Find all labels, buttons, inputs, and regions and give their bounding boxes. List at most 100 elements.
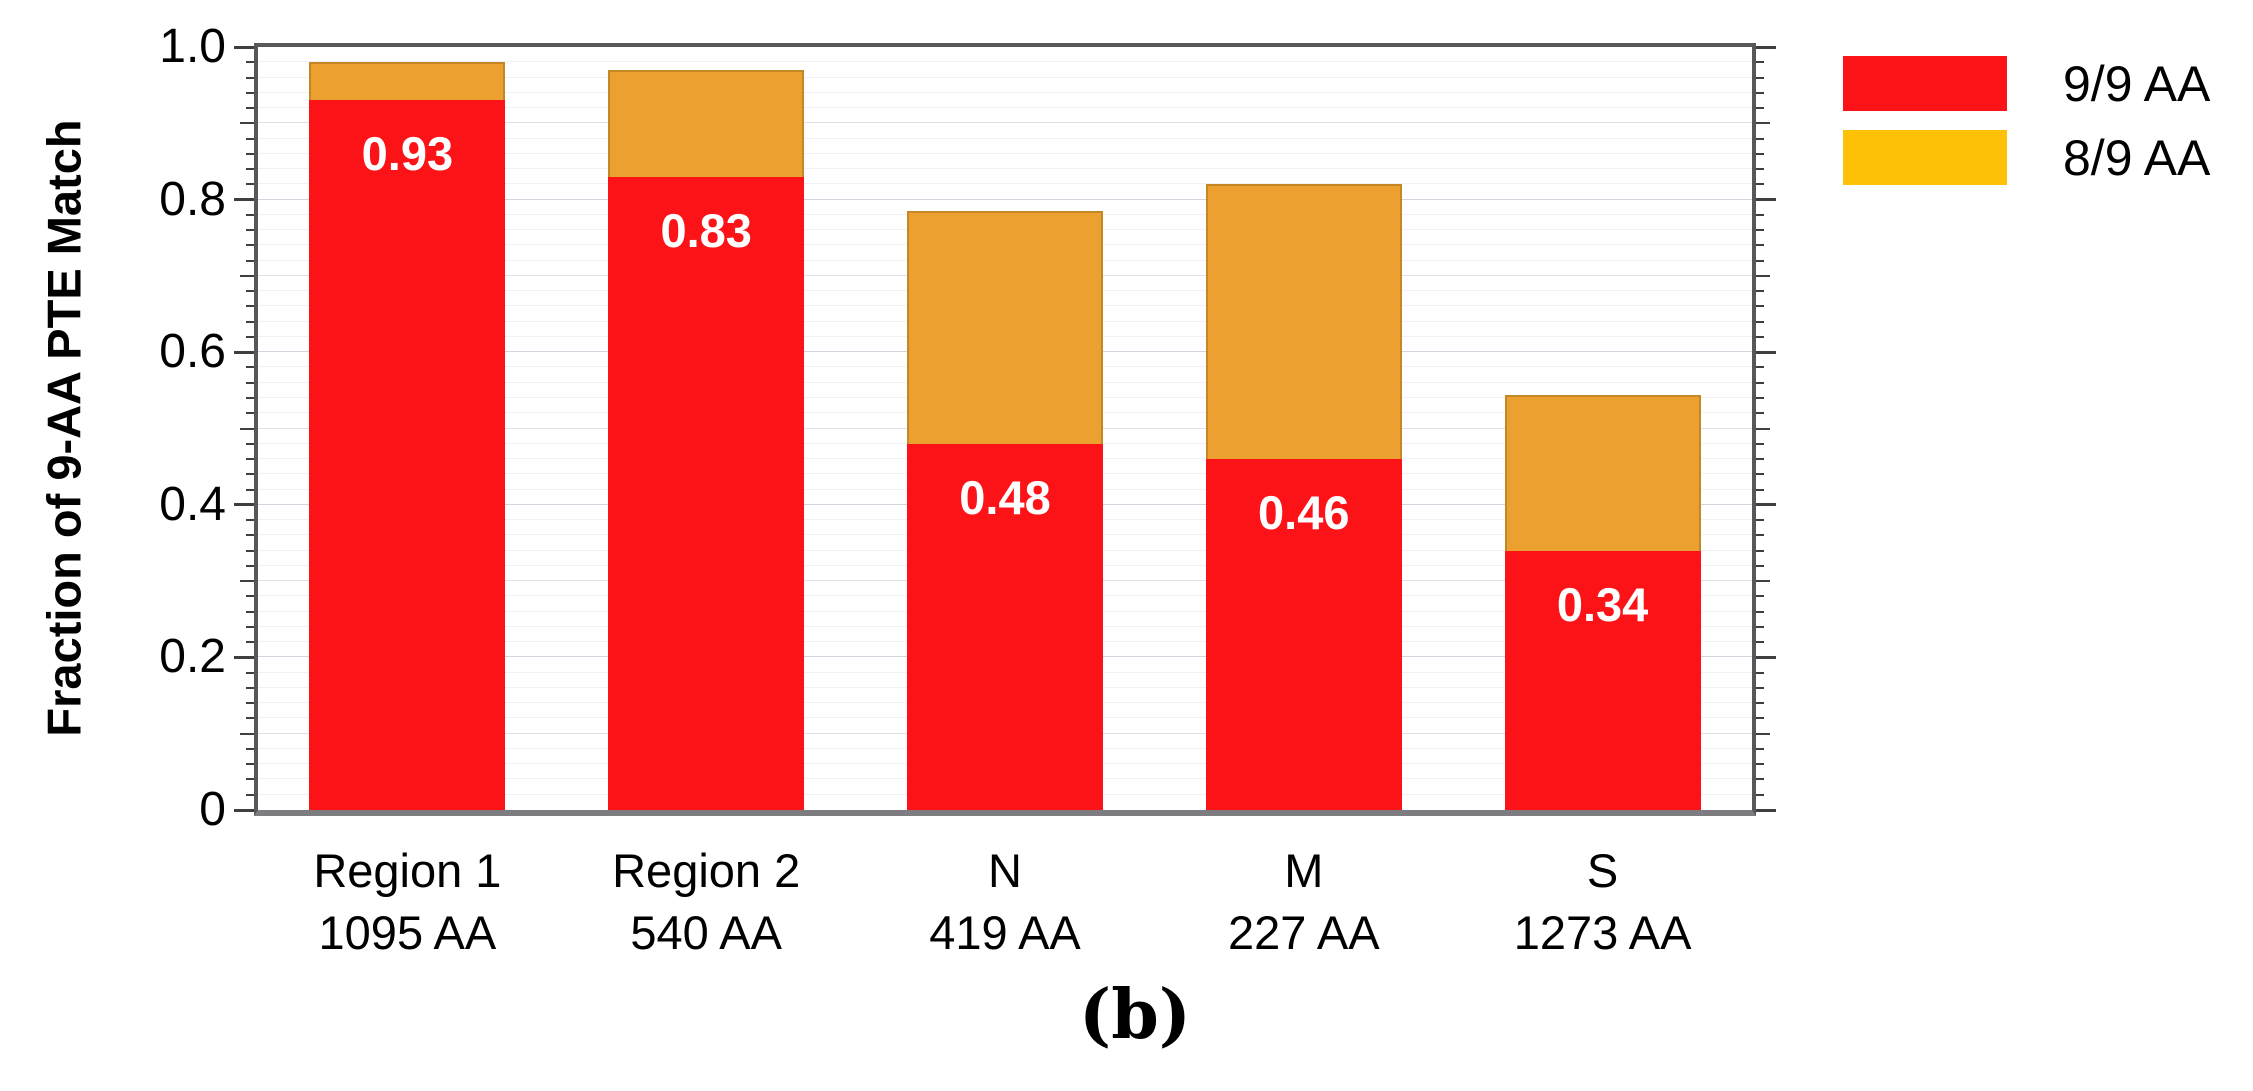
y-axis-tick bbox=[1756, 381, 1764, 384]
y-axis-tick bbox=[1756, 137, 1764, 140]
y-axis-tick bbox=[234, 45, 254, 49]
y-axis-tick bbox=[246, 213, 254, 216]
y-axis-tick bbox=[246, 778, 254, 781]
y-axis-tick bbox=[240, 122, 254, 125]
figure-caption: (b) bbox=[1079, 975, 1191, 1055]
y-axis-tick bbox=[1756, 152, 1764, 155]
y-axis-tick bbox=[246, 91, 254, 94]
bar-segment-9of9: 0.93 bbox=[309, 100, 506, 810]
y-axis-tick bbox=[246, 473, 254, 476]
y-axis-tick bbox=[1756, 595, 1764, 598]
y-axis-tick bbox=[246, 320, 254, 323]
y-axis-tick bbox=[1756, 655, 1776, 659]
y-axis-tick bbox=[246, 396, 254, 399]
y-axis-tick bbox=[246, 641, 254, 644]
y-axis-tick bbox=[246, 686, 254, 689]
y-axis-tick bbox=[1756, 350, 1776, 354]
legend: 9/9 AA 8/9 AA bbox=[1843, 56, 2210, 204]
y-axis-tick bbox=[246, 534, 254, 537]
legend-swatch-gold bbox=[1843, 130, 2007, 185]
bar-value-label: 0.83 bbox=[660, 204, 752, 257]
y-axis-tick bbox=[1756, 625, 1764, 628]
y-axis-tick bbox=[1756, 122, 1770, 125]
y-axis-tick bbox=[234, 655, 254, 659]
y-axis-tick bbox=[1756, 519, 1764, 522]
category-label: Region 1 1095 AA bbox=[237, 840, 577, 964]
y-axis-tick bbox=[1756, 580, 1770, 583]
y-axis-tick bbox=[246, 152, 254, 155]
y-axis-tick bbox=[246, 442, 254, 445]
y-axis-tick bbox=[246, 183, 254, 186]
bar-value-label: 0.93 bbox=[361, 127, 454, 180]
y-axis-tick bbox=[1756, 45, 1776, 49]
bar-value-label: 0.34 bbox=[1556, 578, 1649, 631]
category-label: S 1273 AA bbox=[1433, 840, 1773, 964]
y-axis-tick bbox=[246, 412, 254, 415]
y-axis-tick bbox=[1756, 107, 1764, 110]
y-axis-tick bbox=[246, 458, 254, 461]
y-axis-tick bbox=[246, 595, 254, 598]
y-axis-tick bbox=[1756, 259, 1764, 262]
bar-value-label: 0.48 bbox=[959, 471, 1051, 524]
y-axis-tick bbox=[246, 107, 254, 110]
y-axis-tick bbox=[246, 625, 254, 628]
y-axis-tick bbox=[1756, 778, 1764, 781]
y-axis-tick bbox=[1756, 763, 1764, 766]
y-axis-tick bbox=[1756, 442, 1764, 445]
y-axis-tick bbox=[240, 274, 254, 277]
y-axis-tick bbox=[1756, 747, 1764, 750]
y-axis-tick bbox=[246, 76, 254, 79]
y-axis-tick bbox=[1756, 274, 1770, 277]
y-axis-tick bbox=[246, 168, 254, 171]
y-axis-tick bbox=[246, 702, 254, 705]
y-axis-tick bbox=[240, 732, 254, 735]
bar-segment-9of9: 0.83 bbox=[608, 177, 805, 810]
y-axis-tick-label: 0.4 bbox=[159, 477, 226, 531]
y-axis-tick bbox=[1756, 610, 1764, 613]
category-aa-count: 1095 AA bbox=[318, 906, 497, 959]
category-label: N 419 AA bbox=[835, 840, 1175, 964]
y-axis-tick bbox=[246, 290, 254, 293]
y-axis-tick bbox=[246, 793, 254, 796]
y-axis-tick bbox=[1756, 473, 1764, 476]
bar-region-2: 0.83 bbox=[608, 70, 805, 810]
y-axis-tick bbox=[1756, 335, 1764, 338]
bar-segment-8of9 bbox=[1504, 395, 1701, 551]
y-axis-tick bbox=[1756, 427, 1770, 430]
y-axis-tick bbox=[1756, 549, 1764, 552]
y-axis-tick bbox=[246, 61, 254, 64]
category-name: Region 1 bbox=[313, 844, 502, 897]
y-axis-tick bbox=[246, 717, 254, 720]
bar-region-1: 0.93 bbox=[309, 62, 506, 810]
y-axis-title: Fraction of 9-AA PTE Match bbox=[37, 119, 91, 737]
bar-segment-9of9: 0.34 bbox=[1504, 551, 1701, 810]
y-axis-tick bbox=[1756, 320, 1764, 323]
legend-label: 8/9 AA bbox=[2063, 129, 2211, 186]
y-axis-tick bbox=[1756, 732, 1770, 735]
y-axis-tick bbox=[1756, 793, 1764, 796]
y-axis-tick bbox=[240, 580, 254, 583]
y-axis-tick bbox=[246, 229, 254, 232]
bar-segment-9of9: 0.48 bbox=[907, 444, 1103, 810]
y-axis-tick bbox=[1756, 717, 1764, 720]
bar-segment-8of9 bbox=[309, 62, 506, 100]
bar-s: 0.34 bbox=[1504, 395, 1701, 810]
bar-segment-9of9: 0.46 bbox=[1205, 459, 1402, 810]
bar-m: 0.46 bbox=[1205, 184, 1402, 810]
y-axis-tick bbox=[246, 763, 254, 766]
category-label: M 227 AA bbox=[1134, 840, 1474, 964]
y-axis-tick bbox=[234, 808, 254, 812]
y-axis-tick bbox=[1756, 229, 1764, 232]
bar-n: 0.48 bbox=[907, 211, 1103, 810]
bar-segment-8of9 bbox=[1205, 184, 1402, 459]
y-axis-tick bbox=[234, 503, 254, 507]
y-axis-tick bbox=[234, 198, 254, 202]
y-axis-tick bbox=[234, 350, 254, 354]
y-axis-tick bbox=[1756, 168, 1764, 171]
legend-item-8of9: 8/9 AA bbox=[1843, 130, 2210, 185]
y-axis-tick bbox=[246, 747, 254, 750]
y-axis-tick-label: 0.2 bbox=[159, 630, 226, 684]
category-name: M bbox=[1284, 844, 1324, 897]
legend-swatch-red bbox=[1843, 56, 2007, 111]
